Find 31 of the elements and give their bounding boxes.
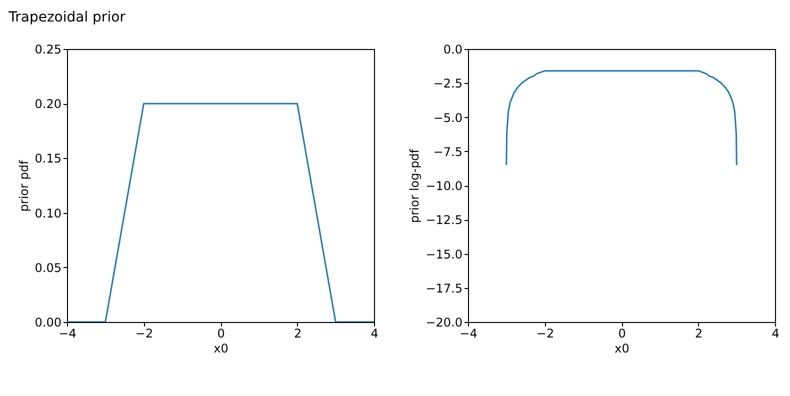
y-tick-label: −15.0 (426, 247, 462, 262)
y-tick-label: −20.0 (426, 316, 462, 330)
y-tick-label: −7.5 (433, 144, 462, 159)
y-tick-label: −2.5 (433, 76, 462, 91)
y-tick-label: 0.25 (34, 42, 62, 56)
y-tick-label: −12.5 (426, 213, 462, 228)
y-axis-title: prior pdf (16, 160, 31, 212)
x-tick-label: 2 (694, 326, 703, 340)
y-tick-label: −5.0 (433, 110, 462, 125)
x-tick-label: −4 (460, 326, 478, 340)
y-tick-label: 0.20 (34, 97, 62, 112)
x-tick-label: 0 (618, 326, 626, 340)
y-tick-label: 0.05 (34, 260, 62, 275)
x-tick-label: −2 (536, 326, 554, 340)
x-tick-label: 4 (370, 326, 378, 340)
y-tick-label: 0.00 (34, 316, 62, 330)
chart-title: Trapezoidal prior (8, 10, 126, 26)
x-tick-label: −4 (58, 326, 76, 340)
x-tick-label: 0 (217, 326, 225, 340)
y-tick-label: 0.0 (443, 42, 462, 56)
x-tick-label: 2 (294, 326, 302, 340)
y-tick-label: 0.15 (34, 152, 62, 166)
y-tick-label: −10.0 (426, 179, 462, 193)
x-axis-title: x0 (614, 342, 630, 356)
line-series (506, 70, 738, 166)
y-axis-title: prior log-pdf (408, 148, 422, 224)
x-tick-label: −2 (135, 326, 154, 340)
x-tick-label: 4 (772, 326, 780, 340)
y-tick-label: 0.10 (34, 206, 62, 220)
x-axis-title: x0 (214, 342, 228, 356)
y-tick-label: −17.5 (426, 281, 462, 296)
